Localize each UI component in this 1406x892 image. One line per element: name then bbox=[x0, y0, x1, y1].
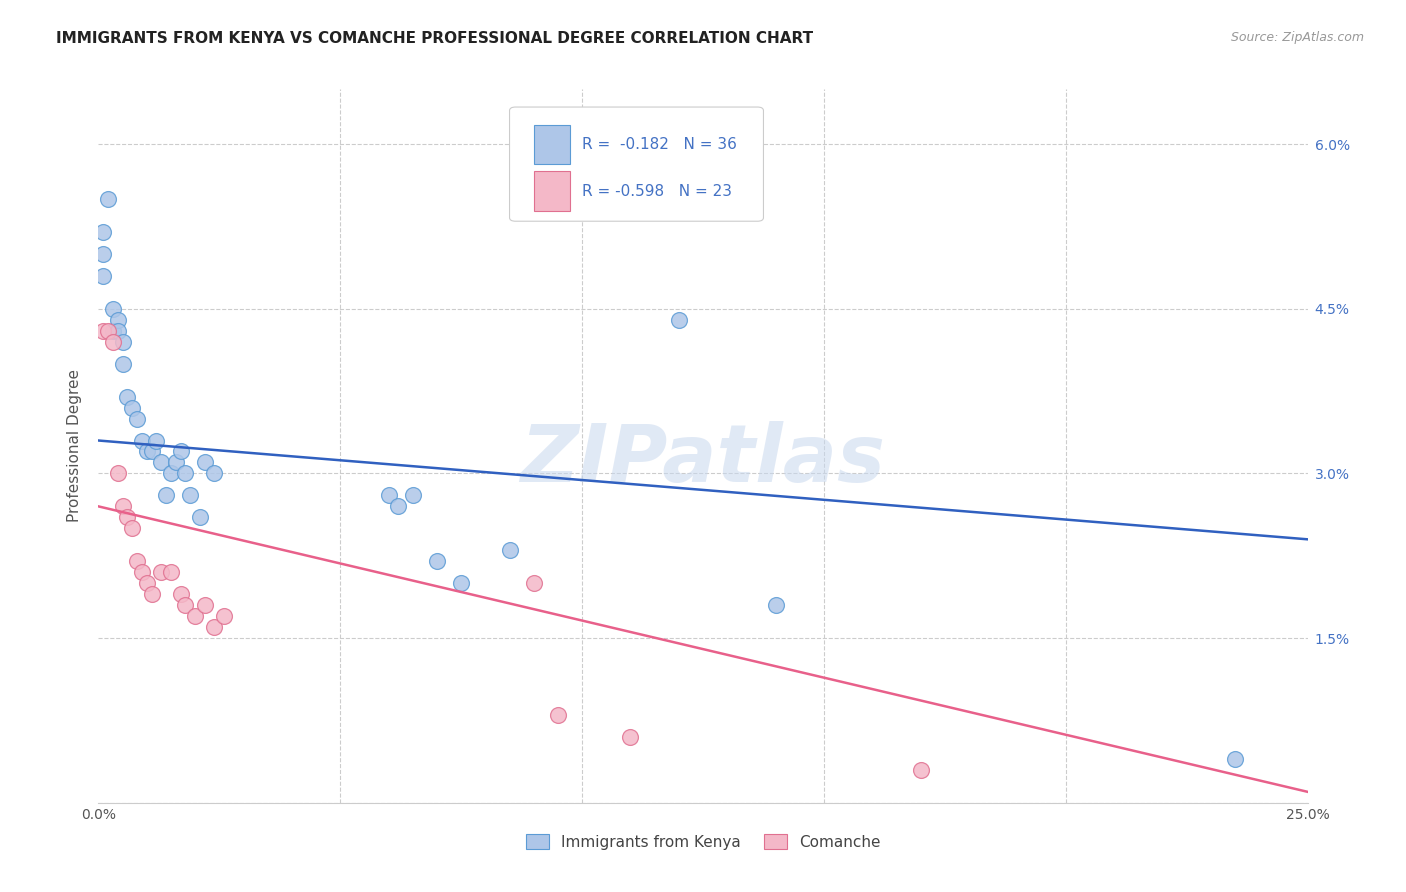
Point bbox=[1223, 752, 1246, 766]
Point bbox=[150, 566, 173, 580]
FancyBboxPatch shape bbox=[534, 171, 569, 211]
Point bbox=[107, 467, 129, 481]
Point bbox=[204, 467, 226, 481]
Text: ZIPatlas: ZIPatlas bbox=[520, 421, 886, 500]
Point bbox=[910, 763, 932, 777]
Text: IMMIGRANTS FROM KENYA VS COMANCHE PROFESSIONAL DEGREE CORRELATION CHART: IMMIGRANTS FROM KENYA VS COMANCHE PROFES… bbox=[56, 31, 813, 46]
Point bbox=[91, 268, 114, 283]
Point bbox=[131, 566, 153, 580]
Point bbox=[141, 444, 163, 458]
Point bbox=[169, 587, 191, 601]
Point bbox=[107, 312, 129, 326]
Point bbox=[179, 488, 201, 502]
Point bbox=[212, 609, 235, 624]
Point bbox=[111, 357, 134, 371]
Point bbox=[91, 247, 114, 261]
Point bbox=[121, 401, 143, 415]
Point bbox=[668, 312, 690, 326]
Point bbox=[107, 324, 129, 338]
Point bbox=[523, 576, 546, 591]
Point bbox=[131, 434, 153, 448]
Point bbox=[111, 500, 134, 514]
Point bbox=[150, 455, 173, 469]
Point bbox=[121, 521, 143, 535]
Point bbox=[97, 324, 120, 338]
Point bbox=[765, 598, 787, 612]
Point bbox=[160, 467, 183, 481]
Point bbox=[387, 500, 409, 514]
Text: R =  -0.182   N = 36: R = -0.182 N = 36 bbox=[582, 137, 737, 153]
Point bbox=[155, 488, 177, 502]
FancyBboxPatch shape bbox=[534, 125, 569, 164]
Point bbox=[145, 434, 167, 448]
Y-axis label: Professional Degree: Professional Degree bbox=[67, 369, 83, 523]
Point bbox=[426, 554, 449, 568]
Point bbox=[127, 554, 149, 568]
Point bbox=[160, 566, 183, 580]
Point bbox=[101, 301, 124, 316]
Point bbox=[111, 334, 134, 349]
Point bbox=[117, 390, 139, 404]
Point bbox=[619, 730, 641, 744]
Point bbox=[402, 488, 425, 502]
Point bbox=[91, 324, 114, 338]
Point bbox=[135, 444, 157, 458]
Text: Source: ZipAtlas.com: Source: ZipAtlas.com bbox=[1230, 31, 1364, 45]
Point bbox=[174, 467, 197, 481]
Point bbox=[165, 455, 187, 469]
Point bbox=[194, 598, 217, 612]
Point bbox=[135, 576, 157, 591]
Point bbox=[377, 488, 399, 502]
Point bbox=[204, 620, 226, 634]
Point bbox=[194, 455, 217, 469]
Point bbox=[97, 192, 120, 206]
Point bbox=[101, 324, 124, 338]
Legend: Immigrants from Kenya, Comanche: Immigrants from Kenya, Comanche bbox=[520, 828, 886, 855]
Point bbox=[174, 598, 197, 612]
Point bbox=[101, 334, 124, 349]
Point bbox=[169, 444, 191, 458]
FancyBboxPatch shape bbox=[509, 107, 763, 221]
Point bbox=[117, 510, 139, 524]
Point bbox=[498, 543, 520, 558]
Point bbox=[127, 411, 149, 425]
Point bbox=[184, 609, 207, 624]
Point bbox=[188, 510, 211, 524]
Text: R = -0.598   N = 23: R = -0.598 N = 23 bbox=[582, 184, 733, 199]
Point bbox=[91, 225, 114, 239]
Point bbox=[547, 708, 569, 723]
Point bbox=[141, 587, 163, 601]
Point bbox=[450, 576, 472, 591]
